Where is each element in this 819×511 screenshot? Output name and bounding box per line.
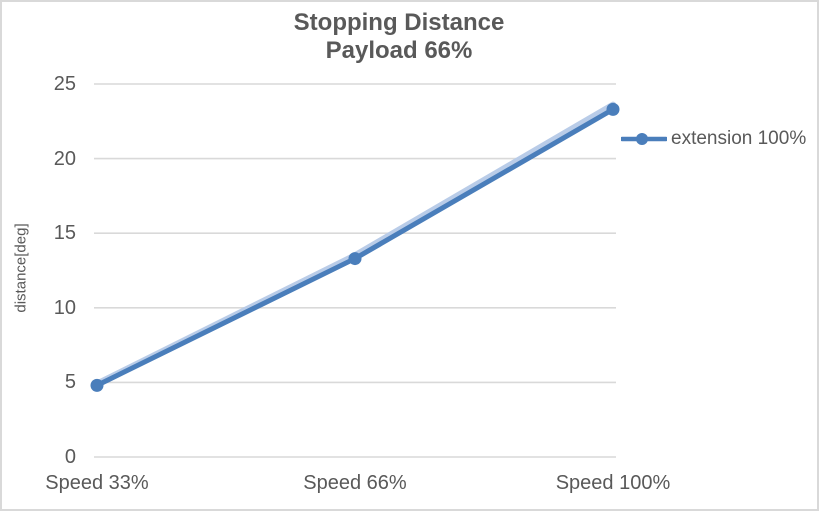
y-tick-label-20: 20 (53, 147, 76, 170)
legend-marker-dot (636, 133, 648, 145)
y-tick-label-25: 25 (53, 73, 76, 95)
series-glow-line (93, 101, 617, 388)
legend-series-label: extension 100% (671, 128, 807, 149)
x-tick-label-1: Speed 33% (45, 472, 149, 494)
chart-title-line2: Payload 66% (325, 37, 473, 64)
data-point-Speed 100% (606, 102, 620, 116)
y-tick-label-5: 5 (64, 371, 76, 394)
data-point-Speed 66% (348, 252, 362, 266)
x-tick-label-2: Speed 66% (303, 472, 407, 494)
y-tick-label-0: 0 (64, 446, 76, 468)
y-tick-label-15: 15 (53, 222, 76, 245)
legend-line-marker-icon (621, 133, 667, 145)
chart-title: Stopping Distance Payload 66% (2, 9, 796, 65)
x-tick-label-3: Speed 100% (555, 472, 671, 494)
chart-title-line1: Stopping Distance (293, 9, 505, 36)
data-point-Speed 33% (90, 378, 104, 392)
y-tick-label-10: 10 (53, 296, 76, 319)
legend: extension 100% (621, 128, 806, 150)
